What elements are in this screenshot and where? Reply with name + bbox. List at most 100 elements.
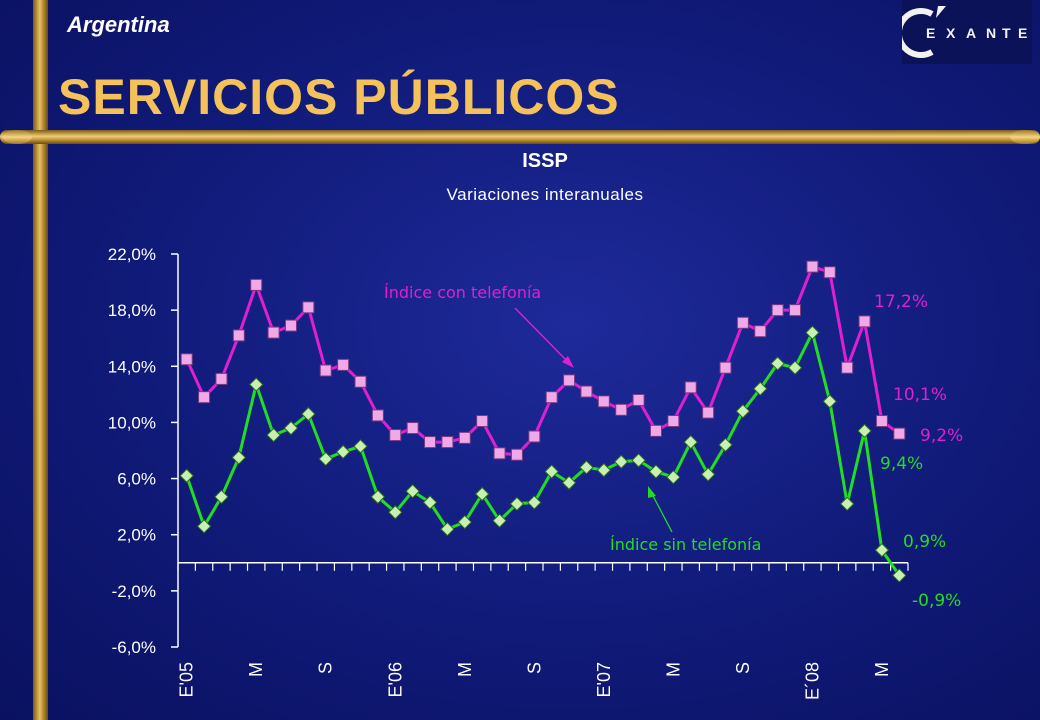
data-point-con-telefonia <box>354 375 367 388</box>
series-label-sin-telefonia: Índice sin telefonía <box>610 535 761 554</box>
data-point-con-telefonia <box>580 385 593 398</box>
data-point-con-telefonia <box>406 422 419 435</box>
data-point-con-telefonia <box>493 447 506 460</box>
data-label: 9,2% <box>920 426 963 446</box>
x-tick-label: E´08 <box>802 662 822 700</box>
chart-title: ISSP <box>522 150 568 172</box>
x-tick-label: M <box>455 662 475 677</box>
data-point-sin-telefonia <box>457 514 472 530</box>
data-point-sin-telefonia <box>718 437 733 453</box>
data-point-sin-telefonia <box>335 444 351 460</box>
data-label: 0,9% <box>903 532 946 552</box>
data-point-sin-telefonia <box>892 568 907 583</box>
data-point-sin-telefonia <box>405 483 420 499</box>
data-point-sin-telefonia <box>614 454 629 469</box>
data-point-con-telefonia <box>284 319 297 332</box>
data-point-sin-telefonia <box>231 450 247 465</box>
data-point-con-telefonia <box>302 301 315 314</box>
data-point-sin-telefonia <box>544 464 559 479</box>
svg-text:T: T <box>1002 25 1011 41</box>
data-point-sin-telefonia <box>822 394 837 409</box>
data-point-con-telefonia <box>875 415 888 428</box>
svg-text:N: N <box>986 25 996 41</box>
data-point-con-telefonia <box>250 278 263 291</box>
y-tick-label: 14,0% <box>108 357 156 376</box>
data-label: 10,1% <box>893 385 947 405</box>
data-point-con-telefonia <box>389 429 402 442</box>
data-point-sin-telefonia <box>787 360 803 375</box>
data-point-sin-telefonia <box>631 453 646 468</box>
data-point-sin-telefonia <box>874 542 890 558</box>
data-point-con-telefonia <box>858 315 871 328</box>
data-point-sin-telefonia <box>753 381 768 396</box>
data-point-con-telefonia <box>736 316 749 329</box>
data-label: 17,2% <box>874 292 928 312</box>
data-point-con-telefonia <box>371 409 384 422</box>
data-point-sin-telefonia <box>648 464 664 479</box>
data-point-sin-telefonia <box>492 513 507 528</box>
x-tick-label: S <box>733 662 753 674</box>
x-tick-label: E'07 <box>594 662 614 697</box>
chart-subtitle: Variaciones interanuales <box>446 185 644 204</box>
data-point-sin-telefonia <box>196 519 212 534</box>
exante-logo: E X A N T E <box>895 0 1032 64</box>
y-tick-label: 6,0% <box>117 470 156 489</box>
arrow-con-telefonia <box>514 307 569 363</box>
data-point-sin-telefonia <box>839 496 855 512</box>
data-point-sin-telefonia <box>249 377 264 392</box>
data-point-sin-telefonia <box>666 469 681 485</box>
data-point-con-telefonia <box>563 374 576 387</box>
data-point-sin-telefonia <box>770 356 785 371</box>
data-point-con-telefonia <box>615 403 628 416</box>
data-point-con-telefonia <box>823 266 836 279</box>
data-point-sin-telefonia <box>318 451 333 467</box>
data-point-con-telefonia <box>441 436 454 449</box>
data-point-sin-telefonia <box>283 420 299 436</box>
data-point-sin-telefonia <box>857 423 872 439</box>
data-point-sin-telefonia <box>388 505 403 520</box>
gold-horizontal-bar <box>0 130 1040 144</box>
data-label: 9,4% <box>880 454 923 474</box>
x-tick-label: E'05 <box>177 662 197 697</box>
data-point-con-telefonia <box>198 391 211 404</box>
data-point-sin-telefonia <box>735 403 751 419</box>
data-point-sin-telefonia <box>370 489 386 505</box>
data-point-con-telefonia <box>597 395 610 408</box>
arrow-sin-telefonia <box>651 493 673 533</box>
data-point-sin-telefonia <box>266 427 281 443</box>
x-tick-label: M <box>872 662 892 677</box>
data-point-sin-telefonia <box>683 434 698 450</box>
data-label: -0,9% <box>912 591 961 611</box>
data-point-sin-telefonia <box>474 486 490 502</box>
y-tick-label: 18,0% <box>108 301 156 320</box>
gold-vertical-bar <box>33 0 48 720</box>
data-point-con-telefonia <box>841 361 854 374</box>
svg-text:E: E <box>1018 25 1027 41</box>
page-title: SERVICIOS PÚBLICOS <box>58 69 620 125</box>
gold-bar-right-cap <box>1010 130 1040 144</box>
data-point-con-telefonia <box>684 381 697 394</box>
data-point-sin-telefonia <box>527 495 542 510</box>
data-point-sin-telefonia <box>509 496 525 512</box>
data-point-con-telefonia <box>771 304 784 317</box>
data-point-sin-telefonia <box>422 495 438 510</box>
y-tick-label: 2,0% <box>117 526 156 545</box>
data-point-con-telefonia <box>267 326 280 339</box>
data-point-con-telefonia <box>649 424 662 437</box>
y-tick-label: -2,0% <box>112 582 156 601</box>
data-point-sin-telefonia <box>353 439 368 454</box>
data-point-con-telefonia <box>476 415 489 428</box>
data-point-con-telefonia <box>215 372 228 385</box>
data-point-con-telefonia <box>319 364 332 377</box>
data-point-con-telefonia <box>632 393 645 406</box>
country-label: Argentina <box>67 12 170 37</box>
data-point-con-telefonia <box>754 325 767 338</box>
data-point-sin-telefonia <box>214 489 229 505</box>
data-point-sin-telefonia <box>301 406 316 422</box>
x-tick-label: E'06 <box>385 662 405 697</box>
arrowhead-sin-telefonia <box>648 486 656 498</box>
data-point-sin-telefonia <box>440 521 455 537</box>
data-point-con-telefonia <box>424 436 437 449</box>
x-tick-label: S <box>524 662 544 674</box>
svg-text:X: X <box>946 25 956 41</box>
